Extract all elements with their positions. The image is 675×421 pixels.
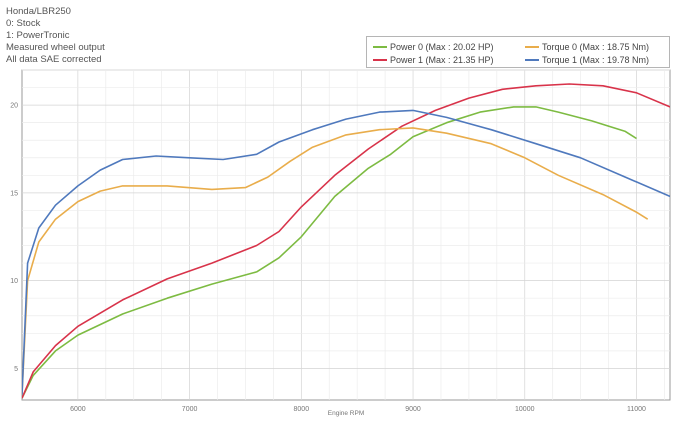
- legend-label-power-0: Power 0 (Max : 20.02 HP): [390, 42, 494, 52]
- legend-label-torque-1: Torque 1 (Max : 19.78 Nm): [542, 55, 650, 65]
- series-line-torque-1: [22, 109, 670, 395]
- x-tick-label: 6000: [70, 406, 86, 413]
- x-tick-label: 8000: [294, 406, 310, 413]
- legend: Power 0 (Max : 20.02 HP) Power 1 (Max : …: [366, 36, 670, 68]
- y-tick-label: 15: [10, 190, 18, 197]
- x-tick-label: 11000: [627, 406, 646, 413]
- legend-swatch-torque-1: [525, 59, 539, 61]
- legend-swatch-power-1: [373, 59, 387, 61]
- legend-item-torque-0: Torque 0 (Max : 18.75 Nm): [525, 42, 649, 52]
- legend-label-torque-0: Torque 0 (Max : 18.75 Nm): [542, 42, 650, 52]
- info-line-vehicle: Honda/LBR250: [6, 6, 71, 17]
- x-tick-labels: 6000 7000 8000 9000 10000 11000: [70, 406, 646, 413]
- x-tick-label: 9000: [405, 406, 421, 413]
- series-line-power-1: [22, 83, 670, 399]
- legend-swatch-power-0: [373, 46, 387, 48]
- x-tick-label: 10000: [515, 406, 535, 413]
- y-tick-label: 5: [14, 366, 18, 373]
- series-lines: [22, 83, 670, 399]
- y-tick-labels: 5 10 15 20: [10, 103, 18, 373]
- series-line-power-0: [22, 106, 637, 399]
- series-line-torque-0: [22, 127, 649, 395]
- legend-swatch-torque-0: [525, 46, 539, 48]
- info-line-measurement: Measured wheel output: [6, 42, 105, 53]
- y-tick-label: 10: [10, 278, 18, 285]
- legend-item-power-1: Power 1 (Max : 21.35 HP): [373, 55, 494, 65]
- y-tick-label: 20: [10, 103, 18, 110]
- legend-label-power-1: Power 1 (Max : 21.35 HP): [390, 55, 494, 65]
- legend-item-torque-1: Torque 1 (Max : 19.78 Nm): [525, 55, 649, 65]
- info-line-correction: All data SAE corrected: [6, 54, 102, 65]
- legend-item-power-0: Power 0 (Max : 20.02 HP): [373, 42, 494, 52]
- grid-lines: [22, 69, 670, 400]
- info-line-run-0: 0: Stock: [6, 18, 41, 29]
- x-tick-label: 7000: [182, 406, 198, 413]
- x-axis-label: Engine RPM: [328, 410, 365, 417]
- info-line-run-1: 1: PowerTronic: [6, 30, 70, 41]
- plot-area: [21, 69, 671, 401]
- run-info: Honda/LBR250 0: Stock 1: PowerTronic Mea…: [6, 6, 105, 66]
